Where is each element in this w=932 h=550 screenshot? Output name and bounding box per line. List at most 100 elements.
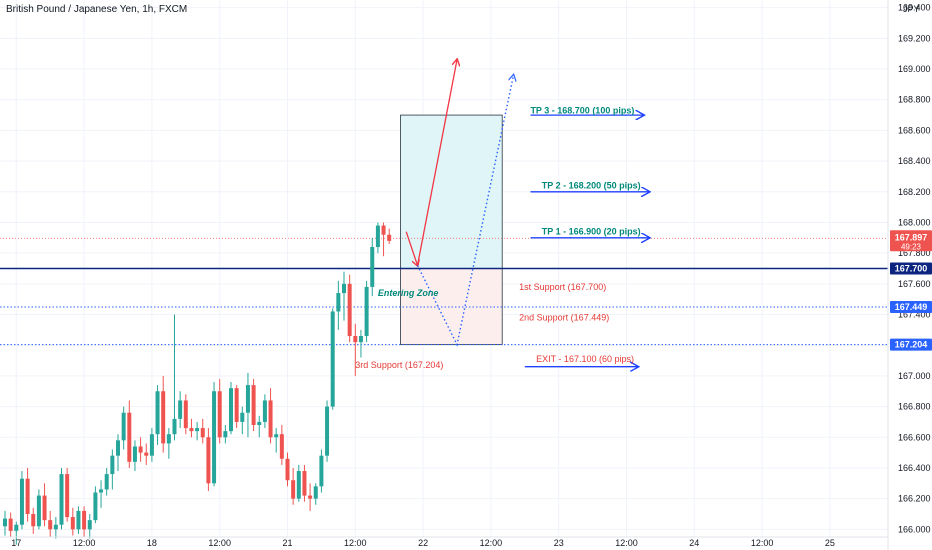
candle[interactable]	[240, 406, 245, 435]
candle[interactable]	[274, 428, 279, 453]
candle[interactable]	[200, 418, 205, 444]
candle[interactable]	[14, 521, 19, 545]
candle[interactable]	[99, 480, 104, 508]
candle[interactable]	[104, 467, 109, 496]
candle[interactable]	[347, 274, 352, 343]
candle[interactable]	[251, 378, 256, 432]
candle[interactable]	[87, 513, 92, 539]
chart-annotation[interactable]: 1st Support (167.700)	[519, 282, 606, 292]
time-tick-label: 23	[554, 538, 564, 548]
candle[interactable]	[48, 510, 53, 537]
candle[interactable]	[3, 510, 7, 536]
candle[interactable]	[144, 443, 149, 465]
candle-body	[296, 471, 301, 499]
candle[interactable]	[121, 406, 126, 450]
candle[interactable]	[342, 271, 346, 321]
candle[interactable]	[302, 464, 307, 502]
chart-annotation[interactable]: TP 3 - 168.700 (100 pips)	[530, 105, 634, 115]
candle[interactable]	[285, 452, 290, 487]
candle-body	[178, 400, 183, 419]
candle[interactable]	[313, 483, 318, 505]
candle[interactable]	[358, 329, 363, 358]
candle[interactable]	[223, 424, 228, 444]
candle[interactable]	[381, 222, 386, 257]
candle[interactable]	[353, 323, 358, 376]
candle[interactable]	[8, 512, 13, 537]
chart-annotation[interactable]: 3rd Support (167.204)	[355, 360, 443, 370]
price-tick-label: 166.400	[898, 463, 931, 473]
candle[interactable]	[234, 385, 239, 429]
candle[interactable]	[116, 434, 120, 472]
candle[interactable]	[291, 467, 296, 505]
candle[interactable]	[127, 400, 132, 468]
candle-body	[336, 293, 341, 312]
candle[interactable]	[268, 388, 273, 444]
candles-layer[interactable]	[3, 222, 392, 545]
candle[interactable]	[296, 464, 301, 502]
candle[interactable]	[42, 483, 47, 527]
chart-annotation[interactable]: TP 2 - 168.200 (50 pips)	[542, 181, 641, 191]
candle[interactable]	[76, 506, 81, 534]
candle[interactable]	[229, 382, 233, 435]
chart-annotation[interactable]: 2nd Support (167.449)	[519, 313, 609, 323]
candle[interactable]	[161, 375, 166, 453]
candle[interactable]	[149, 428, 154, 462]
candle-body	[313, 486, 318, 499]
candle-body	[319, 455, 324, 487]
candle[interactable]	[195, 421, 200, 441]
candle[interactable]	[330, 308, 335, 410]
price-axis[interactable]: 166.000 166.200 166.400 166.600 166.800 167.0…	[887, 0, 932, 550]
candle[interactable]	[308, 483, 313, 511]
projection-arrow[interactable]	[405, 231, 417, 266]
candle[interactable]	[138, 437, 143, 462]
time-tick-label: 12:00	[73, 538, 96, 548]
candle[interactable]	[189, 418, 194, 438]
candle[interactable]	[387, 228, 392, 244]
candle[interactable]	[31, 507, 36, 534]
projection-arrow[interactable]	[416, 75, 514, 347]
time-axis[interactable]: 17 12:00 18 12:00 21 12:00 22 12:00 23 12:00 24 12:…	[0, 536, 888, 548]
candle[interactable]	[70, 507, 75, 536]
candle[interactable]	[53, 517, 58, 539]
candle[interactable]	[155, 385, 160, 445]
candle-body	[206, 437, 211, 484]
candle[interactable]	[36, 489, 41, 530]
candle-body	[268, 400, 273, 438]
candle[interactable]	[178, 391, 183, 429]
candle[interactable]	[132, 440, 137, 472]
candle[interactable]	[279, 424, 284, 465]
candle[interactable]	[65, 467, 70, 522]
chart-annotation[interactable]: Entering Zone	[378, 288, 439, 298]
candle[interactable]	[364, 280, 369, 343]
candle[interactable]	[172, 314, 177, 441]
candle[interactable]	[93, 486, 98, 524]
candle[interactable]	[319, 449, 324, 493]
candle-body	[262, 400, 267, 422]
candle[interactable]	[166, 428, 171, 459]
price-tick-label: 167.400	[898, 310, 931, 320]
candle[interactable]	[212, 382, 217, 487]
candle[interactable]	[257, 415, 262, 438]
chart-annotation[interactable]: TP 1 - 166.900 (20 pips)	[542, 227, 641, 237]
candle[interactable]	[375, 222, 380, 254]
candle[interactable]	[336, 280, 341, 330]
candle[interactable]	[183, 394, 188, 435]
chart-annotation[interactable]: EXIT - 167.100 (60 pips)	[536, 354, 634, 364]
candle-body	[121, 412, 126, 441]
candle[interactable]	[25, 467, 30, 522]
candle[interactable]	[82, 506, 87, 537]
candle-body	[364, 286, 369, 337]
candle-body	[347, 283, 352, 337]
projection-arrow[interactable]	[416, 60, 458, 266]
candle[interactable]	[59, 467, 64, 530]
candle[interactable]	[245, 372, 250, 438]
candle[interactable]	[206, 428, 211, 491]
candle[interactable]	[19, 471, 24, 530]
candle[interactable]	[262, 394, 267, 429]
candle[interactable]	[325, 400, 330, 462]
candle[interactable]	[217, 378, 222, 444]
candle[interactable]	[370, 237, 375, 297]
candle[interactable]	[110, 449, 115, 490]
candle-body	[302, 471, 307, 496]
